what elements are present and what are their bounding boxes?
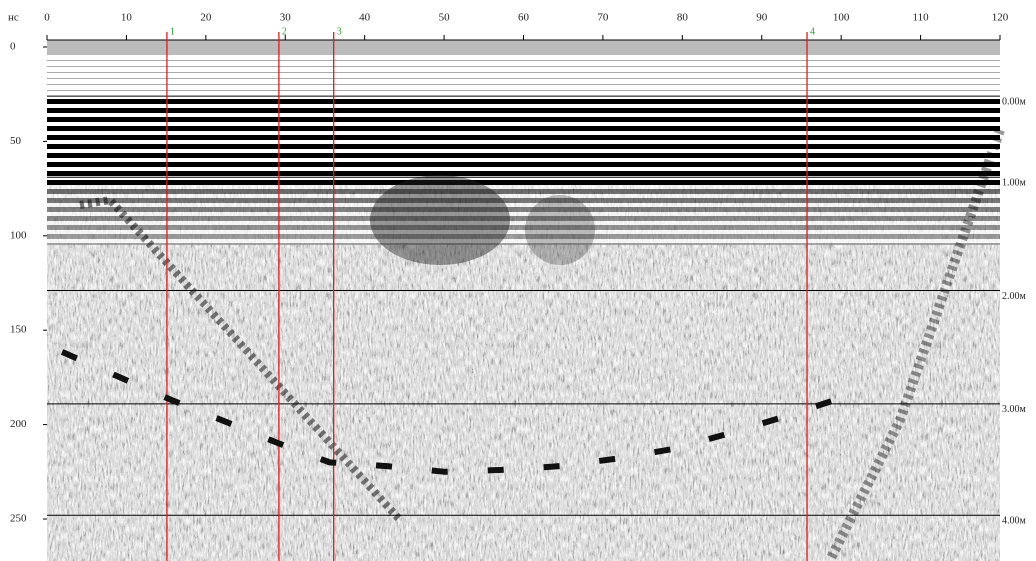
marker-label: 3 <box>337 26 342 37</box>
x-tick-label: 50 <box>439 12 451 24</box>
depth-label: 1.00м <box>1002 178 1027 189</box>
y-tick-label: 100 <box>10 229 27 241</box>
depth-label: 3.00м <box>1002 404 1027 415</box>
x-tick-label: 90 <box>756 12 768 24</box>
x-tick-label: 60 <box>518 12 530 24</box>
radargram-image <box>47 40 1000 561</box>
y-tick-label: 50 <box>10 135 22 147</box>
x-tick-label: 100 <box>833 12 850 24</box>
x-tick-label: 120 <box>992 12 1009 24</box>
x-tick-label: 110 <box>913 12 930 24</box>
x-tick-label: 80 <box>677 12 689 24</box>
marker-label: 2 <box>282 26 287 37</box>
x-tick-label: 40 <box>359 12 371 24</box>
marker-label: 4 <box>810 26 815 37</box>
radargram-figure: нс01020304050607080901001101200501001502… <box>0 0 1036 561</box>
y-axis-label: нс <box>8 12 19 24</box>
y-tick-label: 250 <box>10 513 27 525</box>
marker-label: 1 <box>170 26 175 37</box>
x-tick-label: 30 <box>280 12 292 24</box>
y-tick-label: 0 <box>10 41 16 53</box>
x-tick-label: 70 <box>597 12 609 24</box>
depth-label: 2.00м <box>1002 291 1027 302</box>
depth-label: 0.00м <box>1002 96 1027 107</box>
x-tick-label: 10 <box>121 12 133 24</box>
y-tick-label: 150 <box>10 324 27 336</box>
x-tick-label: 20 <box>200 12 212 24</box>
depth-label: 4.00м <box>1002 516 1027 527</box>
y-tick-label: 200 <box>10 418 27 430</box>
x-tick-label: 0 <box>44 12 50 24</box>
